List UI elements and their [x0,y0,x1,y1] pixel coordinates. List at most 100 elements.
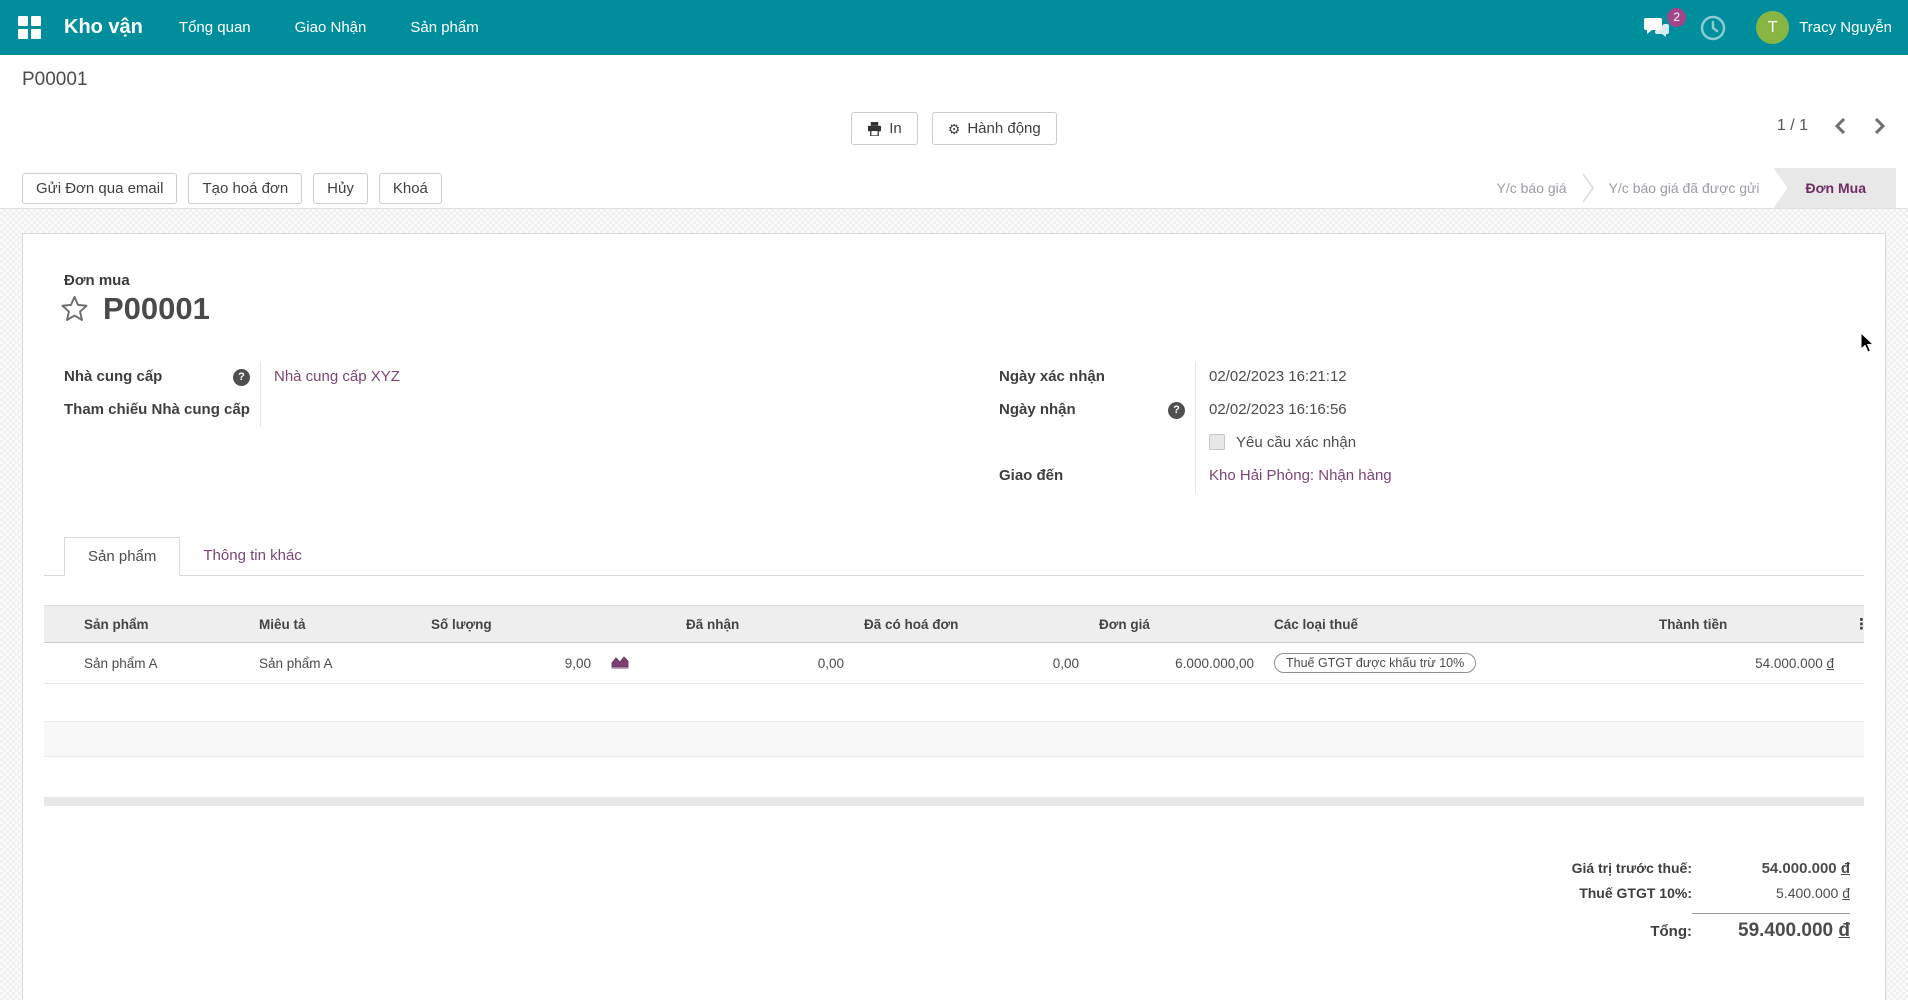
cell-taxes: Thuế GTGT được khấu trừ 10% [1264,642,1649,684]
receipt-date-value[interactable]: 02/02/2023 16:16:56 [1195,394,1864,427]
total-amount-value: 59.400.000 đ [1692,913,1850,942]
action-button[interactable]: ⚙ Hành động [931,112,1057,145]
confirm-date-label: Ngày xác nhận [999,368,1105,385]
cell-forecast [601,642,676,684]
col-forecast [601,605,676,643]
status-step-rfq-sent[interactable]: Y/c báo giá đã được gửi [1608,180,1760,196]
form-view-background: Đơn mua P00001 Nhà cung cấp ? Nhà cung c… [0,209,1908,1000]
cancel-button[interactable]: Hủy [313,172,368,204]
printer-icon [868,121,882,136]
col-billed[interactable]: Đã có hoá đơn [854,605,1089,643]
apps-menu-icon[interactable] [18,15,42,40]
ask-confirmation-label: Yêu cầu xác nhận [1236,434,1357,451]
untaxed-amount-value: 54.000.000 đ [1761,860,1850,877]
supplier-value-link[interactable]: Nhà cung cấp XYZ [274,368,400,385]
optional-columns-icon[interactable]: ⋮ [1844,605,1869,643]
currency-symbol: đ [1840,860,1850,877]
totals-block: Giá trị trước thuế: 54.000.000 đ Thuế GT… [1420,856,1850,946]
status-steps: Y/c báo giá Y/c báo giá đã được gửi Đơn … [1483,168,1908,208]
app-name[interactable]: Kho vận [64,16,143,38]
field-supplier: Nhà cung cấp ? Nhà cung cấp XYZ [64,361,929,394]
section-separator-bar [44,797,1864,806]
table-header-row: Sản phẩm Miêu tả Số lượng Đã nhận Đã có … [44,605,1869,643]
gear-icon: ⚙ [947,120,961,137]
user-avatar[interactable]: T [1756,11,1790,44]
col-unit-price[interactable]: Đơn giá [1089,605,1264,643]
cell-unit-price[interactable]: 6.000.000,00 [1089,642,1264,684]
activities-icon[interactable] [1700,15,1726,41]
help-icon[interactable]: ? [1168,402,1185,419]
supplier-ref-label: Tham chiếu Nhà cung cấp [64,401,250,418]
cell-quantity[interactable]: 9,00 [421,642,601,684]
create-bill-button[interactable]: Tạo hoá đơn [188,172,303,204]
favorite-star-icon[interactable] [60,295,89,323]
pager-count: 1 / 1 [1776,117,1808,134]
receipt-date-label: Ngày nhận [999,401,1076,418]
field-supplier-ref: Tham chiếu Nhà cung cấp [64,394,929,427]
col-taxes[interactable]: Các loại thuế [1264,605,1649,643]
print-button-label: In [889,120,902,137]
doc-type-label: Đơn mua [64,272,130,289]
user-menu[interactable]: Tracy Nguyễn [1799,19,1892,36]
currency-symbol: đ [1838,920,1850,941]
help-icon[interactable]: ? [233,369,250,386]
handle-column-header [44,605,74,643]
forecast-chart-icon[interactable] [611,654,629,669]
nav-item-products[interactable]: Sản phẩm [410,19,479,36]
nav-item-transfers[interactable]: Giao Nhận [294,19,367,36]
currency-symbol: đ [1842,885,1850,901]
fields-right-column: Ngày xác nhận 02/02/2023 16:21:12 Ngày n… [999,361,1864,493]
order-line-row[interactable]: Sản phẩm A Sản phẩm A 9,00 0,00 0,00 6.0… [44,642,1864,684]
cell-description[interactable]: Sản phẩm A [249,642,421,684]
statusbar: Gửi Đơn qua email Tạo hoá đơn Hủy Khoá Y… [0,168,1908,209]
deliver-to-label: Giao đến [999,467,1064,484]
col-quantity[interactable]: Số lượng [421,605,601,643]
messages-icon[interactable]: 2 [1644,7,1687,39]
field-deliver-to: Giao đến Kho Hải Phòng: Nhận hàng [999,460,1864,493]
clock-icon [1700,15,1726,40]
field-receipt-date: Ngày nhận ? 02/02/2023 16:16:56 [999,394,1864,427]
tab-products[interactable]: Sản phẩm [64,537,181,576]
lock-button[interactable]: Khoá [378,172,442,204]
cell-subtotal: 54.000.000 đ [1649,642,1844,684]
fields-left-column: Nhà cung cấp ? Nhà cung cấp XYZ Tham chi… [64,361,929,493]
messages-count-badge: 2 [1667,7,1687,27]
col-product[interactable]: Sản phẩm [74,605,249,643]
tax-amount-value: 5.400.000 đ [1776,885,1850,901]
control-panel: P00001 In ⚙ Hành động 1 / 1 [0,55,1908,168]
action-button-label: Hành động [967,120,1041,137]
status-step-purchase-order[interactable]: Đơn Mua [1773,168,1896,208]
supplier-label: Nhà cung cấp [64,368,163,385]
form-sheet: Đơn mua P00001 Nhà cung cấp ? Nhà cung c… [22,233,1886,1000]
col-description[interactable]: Miêu tả [249,605,421,643]
chat-bubbles-icon [1644,17,1670,37]
confirm-date-value[interactable]: 02/02/2023 16:21:12 [1195,361,1864,394]
untaxed-amount-label: Giá trị trước thuế: [1571,860,1692,876]
top-navbar: Kho vận Tổng quan Giao Nhận Sản phẩm 2 T… [0,0,1908,55]
cell-product[interactable]: Sản phẩm A [74,642,249,684]
total-amount-label: Tổng: [1650,923,1692,940]
deliver-to-value-link[interactable]: Kho Hải Phòng: Nhận hàng [1209,467,1392,484]
document-name[interactable]: P00001 [103,291,210,326]
col-received[interactable]: Đã nhận [676,605,854,643]
col-subtotal[interactable]: Thành tiền [1649,605,1844,643]
tax-tag[interactable]: Thuế GTGT được khấu trừ 10% [1274,653,1477,673]
ask-confirmation-checkbox[interactable] [1209,434,1225,450]
pager-next-icon[interactable] [1873,117,1886,135]
empty-line-stripe[interactable] [44,721,1864,757]
tab-other-info[interactable]: Thông tin khác [203,547,302,564]
notebook-tabs: Sản phẩm Thông tin khác [44,537,1864,576]
order-lines-table: Sản phẩm Miêu tả Số lượng Đã nhận Đã có … [44,605,1869,684]
currency-symbol: đ [1826,655,1834,671]
cell-received[interactable]: 0,00 [676,642,854,684]
breadcrumb[interactable]: P00001 [22,69,88,90]
supplier-ref-input[interactable] [260,394,929,427]
pager-previous-icon[interactable] [1834,117,1847,135]
print-button[interactable]: In [851,112,918,145]
nav-item-overview[interactable]: Tổng quan [178,19,251,36]
status-step-rfq[interactable]: Y/c báo giá [1496,180,1567,196]
cell-billed[interactable]: 0,00 [854,642,1089,684]
send-by-email-button[interactable]: Gửi Đơn qua email [22,172,178,204]
tax-amount-label: Thuế GTGT 10%: [1579,885,1692,901]
row-handle [44,642,74,684]
